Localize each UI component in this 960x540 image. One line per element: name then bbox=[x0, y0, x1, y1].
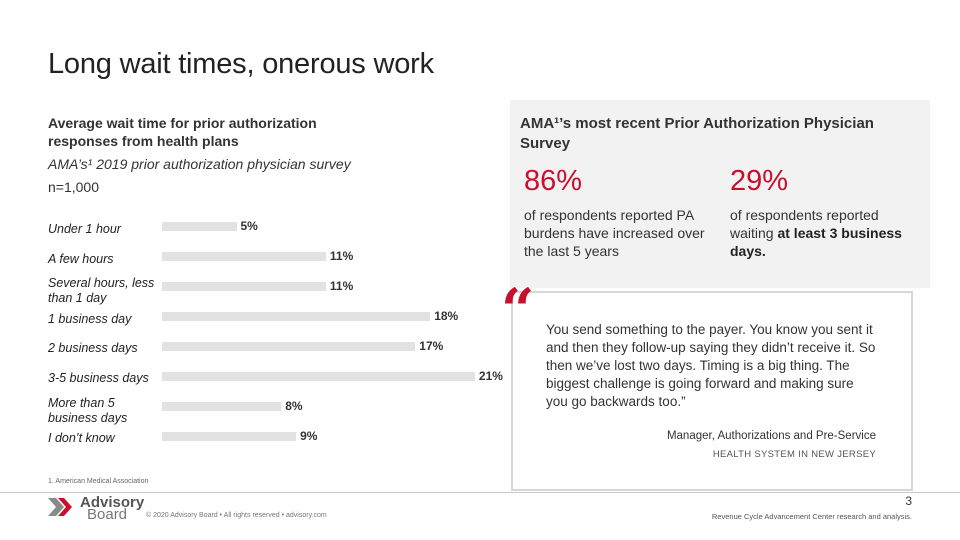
bar-value-label: 9% bbox=[300, 429, 318, 443]
bar-label: Under 1 hour bbox=[48, 222, 121, 236]
bar-value-label: 11% bbox=[329, 279, 354, 293]
bar-label: More than 5 business days bbox=[48, 396, 128, 425]
bar-value-label: 18% bbox=[434, 309, 459, 323]
stat-29-description: of respondents reported waiting at least… bbox=[730, 206, 920, 260]
bar bbox=[162, 432, 297, 441]
bar bbox=[162, 342, 416, 351]
stat-86-description: of respondents reported PA burdens have … bbox=[524, 207, 705, 259]
footer-divider bbox=[0, 492, 960, 493]
bar bbox=[162, 312, 431, 321]
bar-value-label: 8% bbox=[285, 399, 303, 413]
sample-size: n=1,000 bbox=[48, 179, 99, 195]
bar bbox=[162, 402, 282, 411]
bar-label: A few hours bbox=[48, 252, 114, 266]
quote-text: You send something to the payer. You kno… bbox=[546, 322, 876, 409]
quote-organization: HEALTH SYSTEM IN NEW JERSEY bbox=[712, 449, 876, 460]
quote-author: Manager, Authorizations and Pre-Service bbox=[666, 430, 876, 442]
footnote: 1. American Medical Association bbox=[48, 478, 149, 485]
survey-name: AMA’s¹ 2019 prior authorization physicia… bbox=[48, 156, 351, 172]
bar-label: 3-5 business days bbox=[48, 371, 149, 385]
bar-value-label: 11% bbox=[329, 249, 354, 263]
quote-mark-icon: “ bbox=[501, 276, 535, 344]
bar bbox=[162, 252, 326, 261]
bar-label: Several hours, less than 1 day bbox=[48, 276, 155, 305]
stat-29-description-bold: at least 3 business days. bbox=[730, 225, 902, 259]
page-number: 3 bbox=[905, 494, 912, 508]
ama-heading: AMA¹’s most recent Prior Authorization P… bbox=[520, 115, 874, 152]
source-note: Revenue Cycle Advancement Center researc… bbox=[711, 512, 912, 521]
quote-box bbox=[511, 291, 913, 491]
stat-29-description-text: of respondents reported waiting bbox=[730, 207, 879, 241]
stat-29-value: 29% bbox=[730, 165, 789, 197]
logo-text-board: Board bbox=[87, 506, 128, 523]
bar bbox=[162, 372, 475, 381]
ama-stats-panel bbox=[510, 100, 930, 288]
bar-label: 1 business day bbox=[48, 312, 132, 326]
bar-value-label: 5% bbox=[240, 219, 258, 233]
chart-heading: Average wait time for prior authorizatio… bbox=[48, 115, 317, 149]
bar-value-label: 21% bbox=[478, 369, 503, 383]
logo-text-advisory: Advisory bbox=[80, 494, 145, 511]
bar bbox=[162, 222, 237, 231]
stat-86-value: 86% bbox=[524, 165, 583, 197]
slide-title: Long wait times, onerous work bbox=[48, 48, 434, 80]
bar-label: 2 business days bbox=[48, 341, 138, 355]
bar-value-label: 17% bbox=[419, 339, 444, 353]
copyright: © 2020 Advisory Board • All rights reser… bbox=[146, 512, 327, 519]
bar bbox=[162, 282, 326, 291]
advisory-board-logo-icon bbox=[48, 498, 72, 516]
bar-label: I don’t know bbox=[48, 431, 115, 445]
